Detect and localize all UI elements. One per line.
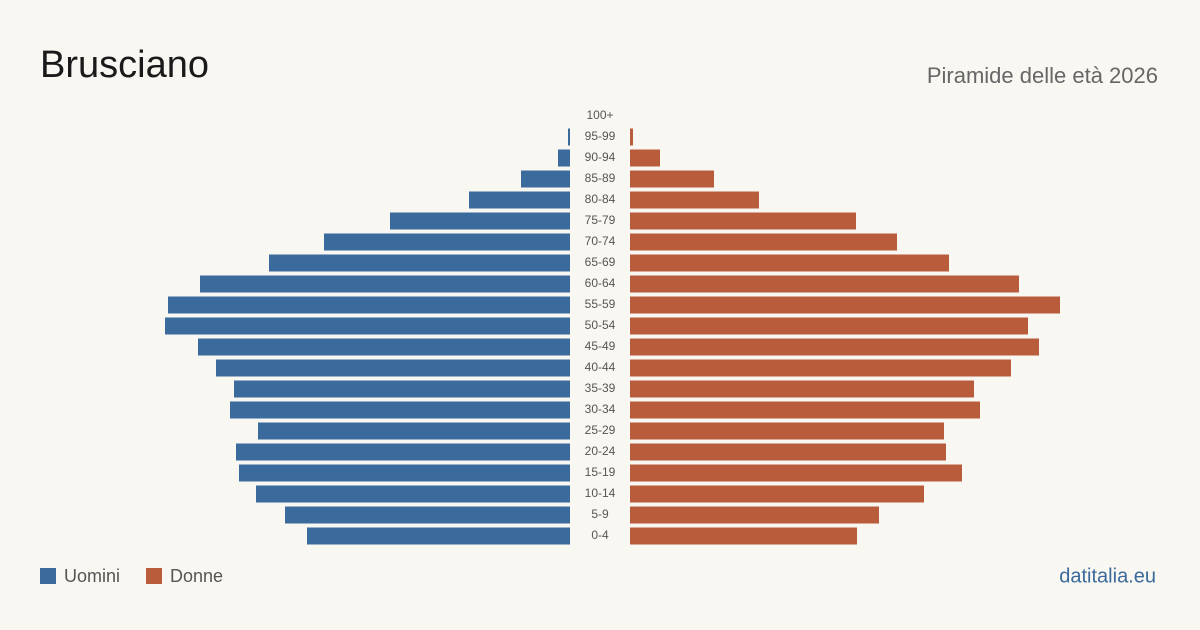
bar: [630, 317, 1028, 335]
age-label: 15-19: [585, 465, 616, 479]
bar: [630, 212, 856, 230]
age-label: 35-39: [585, 381, 616, 395]
age-label: 50-54: [585, 318, 616, 332]
bar: [198, 338, 570, 356]
bar: [630, 443, 946, 461]
bar: [630, 338, 1039, 356]
age-label: 45-49: [585, 339, 616, 353]
age-label: 0-4: [591, 528, 609, 542]
bar: [630, 359, 1011, 377]
bar: [236, 443, 570, 461]
bar: [630, 170, 714, 188]
source: datitalia.eu: [1059, 565, 1156, 587]
bar: [630, 401, 980, 419]
age-label: 100+: [586, 108, 613, 122]
age-label: 40-44: [585, 360, 616, 374]
age-label: 30-34: [585, 402, 616, 416]
bar: [630, 149, 660, 167]
age-label: 75-79: [585, 213, 616, 227]
legend-swatch: [146, 568, 163, 584]
age-label: 85-89: [585, 171, 616, 185]
bar: [630, 128, 633, 146]
legend-label: Uomini: [64, 566, 120, 586]
bar: [630, 296, 1060, 314]
bar: [269, 254, 570, 272]
bar: [630, 191, 759, 209]
bar: [307, 527, 570, 545]
bar: [165, 317, 570, 335]
legend-label: Donne: [170, 566, 223, 586]
age-label: 55-59: [585, 297, 616, 311]
bar: [239, 464, 570, 482]
bar: [568, 128, 570, 146]
age-label: 65-69: [585, 255, 616, 269]
age-label: 95-99: [585, 129, 616, 143]
bar: [630, 254, 949, 272]
age-label: 70-74: [585, 234, 616, 248]
bar: [521, 170, 570, 188]
bar: [558, 149, 570, 167]
age-label: 80-84: [585, 192, 616, 206]
bar: [630, 422, 944, 440]
bar: [630, 275, 1019, 293]
bar: [234, 380, 570, 398]
bar: [390, 212, 570, 230]
chart-subtitle: Piramide delle età 2026: [927, 63, 1158, 88]
age-label: 25-29: [585, 423, 616, 437]
bar: [256, 485, 570, 503]
bar: [630, 527, 857, 545]
bar: [168, 296, 570, 314]
bar: [630, 464, 962, 482]
age-label: 90-94: [585, 150, 616, 164]
bar: [285, 506, 570, 524]
bar: [630, 233, 897, 251]
bar: [324, 233, 570, 251]
age-label: 5-9: [591, 507, 609, 521]
bar: [630, 485, 924, 503]
bar: [200, 275, 570, 293]
age-label: 60-64: [585, 276, 616, 290]
age-label: 20-24: [585, 444, 616, 458]
legend-swatch: [40, 568, 56, 584]
age-label: 10-14: [585, 486, 616, 500]
chart-title: Brusciano: [40, 44, 209, 86]
bar: [469, 191, 570, 209]
bar: [630, 380, 974, 398]
bar: [230, 401, 570, 419]
bar: [258, 422, 570, 440]
bar: [216, 359, 570, 377]
bar: [630, 506, 879, 524]
